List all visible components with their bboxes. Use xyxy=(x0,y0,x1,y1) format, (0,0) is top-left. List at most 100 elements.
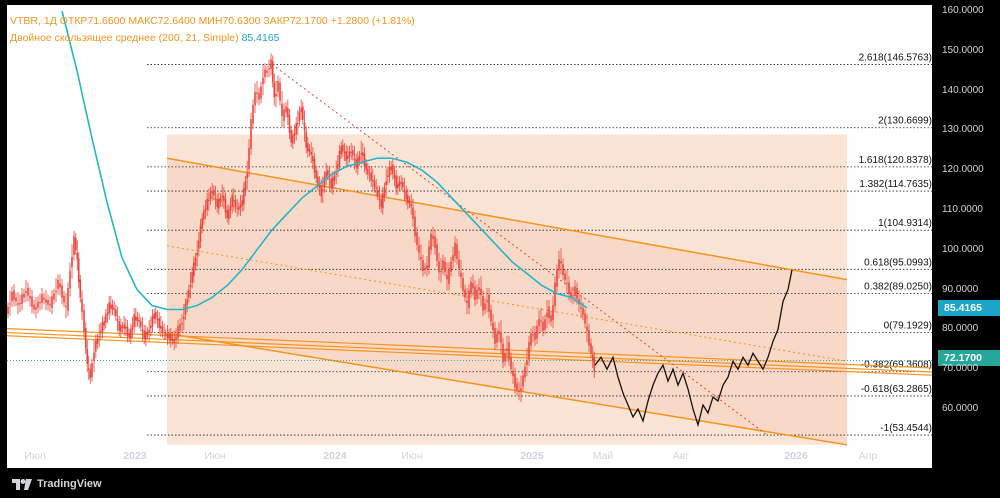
legend-interval: 1Д xyxy=(43,15,57,27)
support-line xyxy=(7,335,932,376)
candle-body xyxy=(69,271,71,289)
candle-body xyxy=(71,256,73,268)
candle-body xyxy=(400,182,402,184)
candle-body xyxy=(440,270,442,273)
candle-body xyxy=(317,176,319,185)
plot-area[interactable]: 2.618(146.5763) 2(130.6699) 1.618(120.8378… xyxy=(7,5,932,468)
legend-ma-value: 85.4165 xyxy=(241,32,280,44)
candle-body xyxy=(239,204,242,208)
candle-body xyxy=(250,119,252,149)
candle-body xyxy=(163,332,165,334)
candle-body xyxy=(105,314,107,323)
candle-body xyxy=(37,301,39,308)
candle-body xyxy=(470,281,472,294)
legend-ma: Двойное скользящее среднее (200, 21, Sim… xyxy=(10,32,280,44)
candle-body xyxy=(260,86,262,99)
candle-body xyxy=(402,182,404,188)
y-tick-label: 150.0000 xyxy=(942,44,984,56)
trend-dotted-line xyxy=(271,63,768,436)
x-tick-label: Июн xyxy=(401,450,423,462)
candle-body xyxy=(385,181,387,186)
tradingview-logo[interactable]: TradingView xyxy=(12,478,102,490)
fib-level-label: -1(53.4544) xyxy=(880,423,932,434)
candle-body xyxy=(273,82,276,98)
candle-body xyxy=(302,106,304,120)
candle-body xyxy=(186,299,188,305)
candle-body xyxy=(103,321,105,326)
candle-body xyxy=(31,296,33,307)
candle-body xyxy=(496,333,498,343)
candle-body xyxy=(248,147,250,170)
candle-body xyxy=(420,256,422,260)
fib-level-label: 2.618(146.5763) xyxy=(859,52,932,63)
candle-body xyxy=(454,242,456,257)
candle-body xyxy=(546,312,548,318)
candle-body xyxy=(47,299,49,305)
candle-body xyxy=(327,170,329,176)
time-axis[interactable] xyxy=(0,468,1000,498)
candle-body xyxy=(175,336,177,341)
candle-body xyxy=(593,358,596,372)
candle-body xyxy=(128,333,130,338)
candle-body xyxy=(568,282,570,294)
candle-body xyxy=(23,293,25,298)
x-tick-label: 2025 xyxy=(520,450,544,462)
candle-body xyxy=(150,325,152,329)
candle-body xyxy=(310,151,312,155)
x-tick-label: 2024 xyxy=(323,450,347,462)
candle-body xyxy=(378,198,381,200)
candle-body xyxy=(370,172,372,181)
candle-body xyxy=(295,123,297,135)
candle-body xyxy=(160,325,162,329)
legend-high-label: МАКС xyxy=(128,15,158,27)
candle-body xyxy=(538,319,540,327)
price-axis[interactable] xyxy=(932,0,1000,470)
candle-body xyxy=(322,189,324,192)
candle-body xyxy=(392,164,394,175)
tradingview-logo-icon xyxy=(12,478,32,490)
candle-body xyxy=(590,343,592,354)
legend-high-value: 72.6400 xyxy=(157,15,196,27)
candle-body xyxy=(403,190,406,192)
candle-body xyxy=(318,185,321,188)
candle-body xyxy=(101,322,104,332)
candle-body xyxy=(458,259,460,269)
candle-body xyxy=(89,369,92,379)
candle-body xyxy=(522,375,524,387)
candle-body xyxy=(226,210,228,218)
candle-body xyxy=(492,323,494,331)
candle-body xyxy=(358,155,361,161)
candle-body xyxy=(266,70,268,73)
candle-body xyxy=(333,175,336,181)
candle-body xyxy=(27,288,29,296)
candle-body xyxy=(203,211,205,220)
candle-body xyxy=(271,61,274,82)
candle-body xyxy=(365,163,367,171)
candle-body xyxy=(524,367,526,378)
candle-body xyxy=(204,208,207,212)
candle-body xyxy=(418,245,420,253)
x-tick-label: 2026 xyxy=(784,450,808,462)
candle-body xyxy=(353,158,356,160)
chart-canvas[interactable]: 2.618(146.5763) 2(130.6699) 1.618(120.8378… xyxy=(7,5,932,468)
candle-body xyxy=(442,260,444,269)
candle-body xyxy=(275,93,277,97)
candle-body xyxy=(258,92,260,100)
candle-body xyxy=(264,69,266,78)
candle-body xyxy=(510,357,512,370)
fib-level-label: 0(79.1929) xyxy=(884,321,932,332)
legend-ohlc: VTBR, 1Д ОТКР71.6600 МАКС72.6400 МИН70.6… xyxy=(10,15,415,27)
candle-body xyxy=(438,261,440,273)
candle-body xyxy=(183,316,185,320)
candle-body xyxy=(426,265,428,269)
candle-body xyxy=(121,326,124,329)
candle-body xyxy=(136,317,139,322)
candle-body xyxy=(292,135,294,144)
candle-body xyxy=(233,199,235,202)
candle-body xyxy=(410,203,412,207)
candle-body xyxy=(74,237,77,250)
candle-body xyxy=(293,133,296,136)
candle-body xyxy=(484,303,486,310)
candle-body xyxy=(224,198,227,213)
legend-close-label: ЗАКР xyxy=(263,15,290,27)
